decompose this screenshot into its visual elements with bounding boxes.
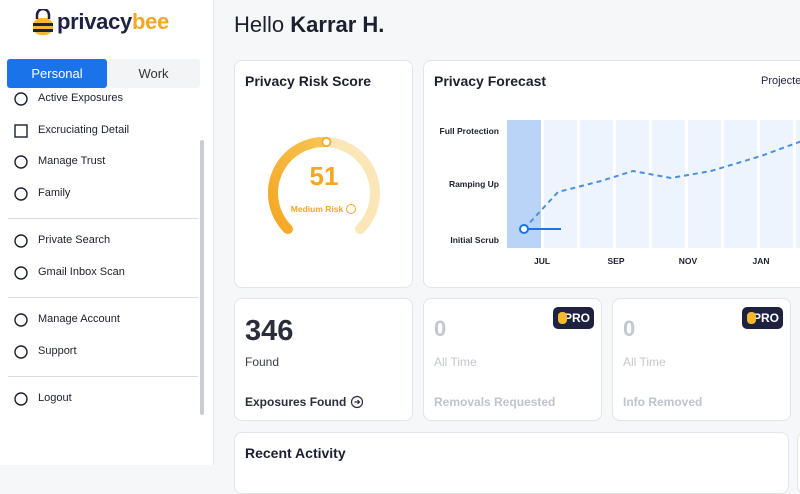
gauge-value (268, 137, 332, 235)
forecast-card: Privacy Forecast Projected Full Protecti… (423, 60, 800, 288)
stat-caption: All Time (623, 355, 666, 369)
icon-shape (14, 313, 28, 327)
pro-badge: PRO (742, 307, 783, 329)
icon-shape (14, 392, 28, 406)
nav-item[interactable]: Manage Account (38, 313, 120, 325)
nav-item[interactable]: Logout (38, 392, 72, 404)
gauge-knob (321, 137, 332, 147)
greeting: Hello Karrar H. (234, 12, 384, 38)
badge-icon (558, 312, 567, 324)
nav-icon (14, 187, 28, 201)
stat-value: 346 (245, 315, 294, 347)
icon-shape (14, 187, 28, 201)
forecast-column (652, 120, 685, 248)
stat-card: 346 Found Exposures Found (234, 298, 413, 421)
logo-text: privacybee (57, 9, 169, 35)
nav-item[interactable]: Family (38, 187, 71, 199)
stat-caption: All Time (434, 355, 477, 369)
logo-icon (33, 9, 53, 35)
nav-icon (14, 92, 28, 106)
risk-card: Privacy Risk Score 51 Medium Risk (234, 60, 413, 288)
level-label: Ramping Up (449, 179, 499, 189)
stat-card: 0 All Time Info Removed PRO (612, 298, 791, 421)
recent-card: Recent Activity (234, 432, 789, 494)
icon-shape (14, 155, 28, 169)
logo-second: bee (131, 9, 169, 34)
stat-title: Removals Requested (434, 395, 556, 409)
nav-item[interactable]: Active Exposures (38, 92, 123, 104)
nav-item[interactable]: Gmail Inbox Scan (38, 266, 125, 278)
tab-work[interactable]: Work (107, 59, 200, 88)
pro-badge: PRO (553, 307, 594, 329)
risk-score: 51 (310, 161, 339, 191)
level-label: Initial Scrub (450, 235, 499, 245)
month-label: JUL (534, 256, 550, 266)
nav-item[interactable]: Private Search (38, 234, 111, 246)
icon-shape (14, 345, 28, 359)
icon-shape (350, 395, 364, 409)
icon-shape (14, 92, 28, 106)
greeting-prefix: Hello (234, 12, 285, 37)
nav-item[interactable]: Support (38, 345, 77, 357)
arrow-icon (350, 395, 364, 409)
nav-icon (14, 234, 28, 248)
tab-personal[interactable]: Personal (7, 59, 107, 88)
stat-title: Info Removed (623, 395, 703, 409)
stat-value: 0 (434, 316, 447, 341)
badge-icon (747, 312, 756, 324)
icon-shape (14, 266, 28, 280)
nav-icon (14, 155, 28, 169)
forecast-column (760, 120, 793, 248)
logo-first: privacy (57, 9, 132, 34)
nav-divider (8, 297, 198, 298)
card-title: Privacy Risk Score (245, 73, 372, 89)
forecast-column (616, 120, 649, 248)
card-title: Privacy Forecast (434, 73, 547, 89)
nav-divider (8, 218, 198, 219)
nav-divider (8, 376, 198, 377)
forecast-column (580, 120, 613, 248)
forecast-chart: Full Protection Ramping Up Initial Scrub JU… (440, 120, 800, 266)
nav-icon (14, 313, 28, 327)
card-title: Recent Activity (245, 445, 346, 461)
nav-icon (14, 392, 28, 406)
greeting-name: Karrar H. (290, 12, 385, 37)
sidebar: privacybee Personal Work Active Exposure… (0, 0, 214, 465)
current-point (519, 224, 529, 234)
icon-shape (14, 234, 28, 248)
risk-gauge: 51 Medium Risk (268, 137, 380, 235)
nav-icon (14, 266, 28, 280)
forecast-column (544, 120, 577, 248)
projected-link[interactable]: Projected (761, 75, 800, 87)
icon-shape (14, 124, 28, 138)
nav-menu: Active Exposures Excruciating Detail Manag… (0, 90, 200, 420)
stat-value: 0 (623, 316, 636, 341)
forecast-column (724, 120, 757, 248)
nav-item[interactable]: Manage Trust (38, 155, 106, 167)
month-label: NOV (679, 256, 698, 266)
nav-icon (14, 345, 28, 359)
icon-shape (354, 399, 361, 405)
month-label: SEP (607, 256, 624, 266)
stat-caption: Found (245, 355, 280, 369)
info-icon[interactable] (346, 204, 356, 214)
forecast-column (688, 120, 721, 248)
forecast-line (523, 140, 800, 230)
level-label: Full Protection (440, 126, 500, 136)
nav-item[interactable]: Excruciating Detail (38, 124, 130, 136)
forecast-column (796, 120, 800, 248)
stat-card: 0 All Time Removals Requested PRO (423, 298, 602, 421)
nav-icon (14, 124, 28, 138)
risk-label: Medium Risk (291, 204, 344, 214)
month-label: JAN (752, 256, 769, 266)
stat-title[interactable]: Exposures Found (245, 395, 347, 409)
scrollbar[interactable] (200, 140, 204, 415)
